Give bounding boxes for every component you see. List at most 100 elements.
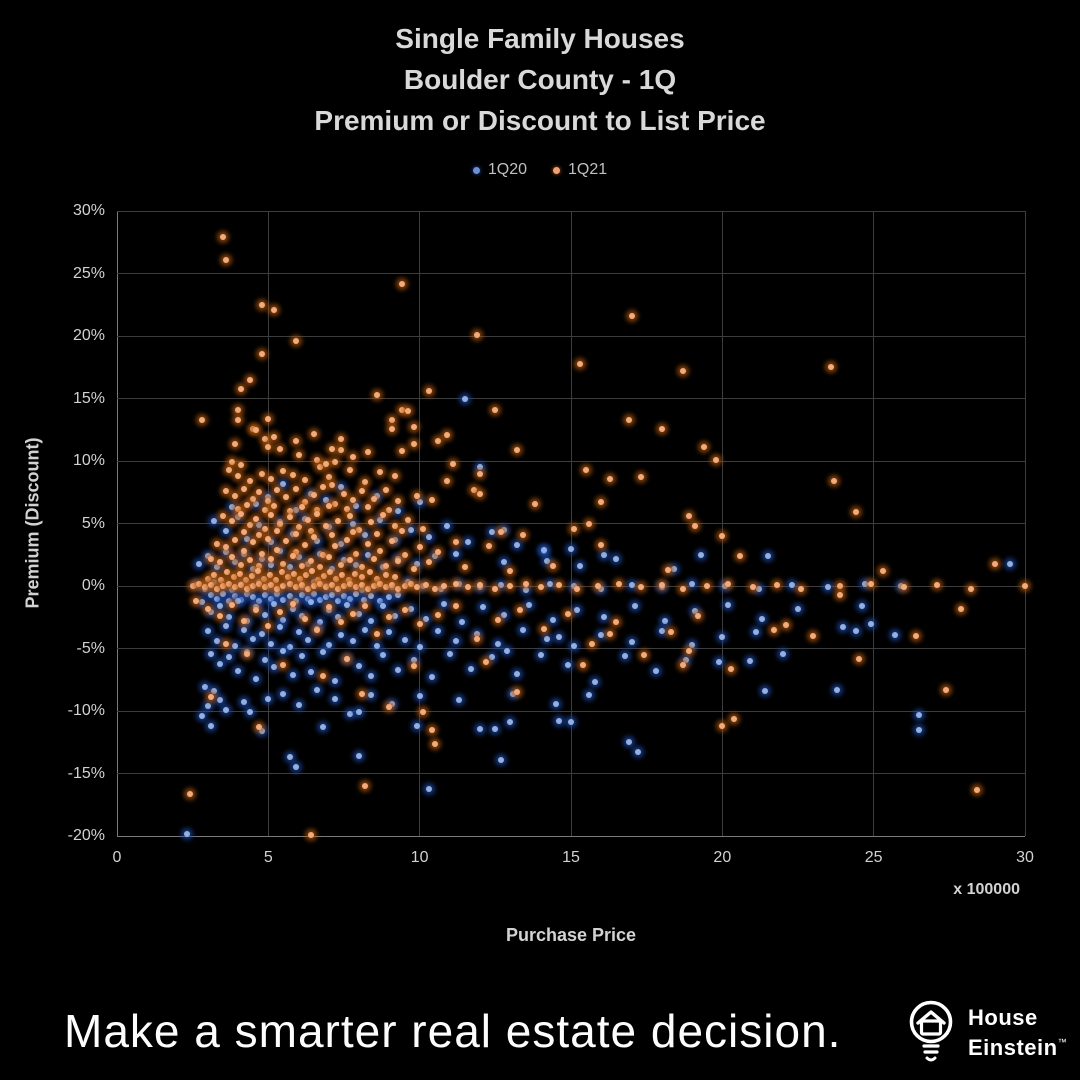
data-point-1Q21	[837, 591, 844, 598]
data-point-1Q21	[419, 525, 426, 532]
data-point-1Q21	[271, 434, 278, 441]
data-point-1Q21	[210, 571, 217, 578]
legend-label: 1Q20	[487, 161, 527, 178]
data-point-1Q21	[498, 529, 505, 536]
data-point-1Q21	[365, 504, 372, 511]
data-point-1Q21	[250, 495, 257, 502]
data-point-1Q21	[186, 790, 193, 797]
chart-title-line3: Premium or Discount to List Price	[314, 105, 766, 136]
data-point-1Q20	[631, 603, 638, 609]
data-point-1Q20	[359, 586, 366, 593]
data-point-1Q20	[262, 591, 269, 598]
data-point-1Q21	[292, 549, 299, 556]
data-point-1Q20	[519, 626, 526, 633]
data-point-1Q20	[204, 703, 211, 709]
data-point-1Q21	[431, 740, 438, 747]
data-point-1Q21	[307, 528, 314, 534]
data-point-1Q20	[495, 640, 502, 647]
data-point-1Q21	[303, 571, 310, 578]
data-point-1Q21	[313, 506, 320, 513]
data-point-1Q21	[241, 548, 248, 554]
data-point-1Q20	[380, 564, 387, 571]
data-point-1Q21	[867, 580, 874, 587]
data-point-1Q21	[589, 640, 596, 647]
data-point-1Q20	[304, 560, 311, 567]
data-point-1Q20	[755, 585, 762, 592]
data-point-1Q21	[495, 616, 502, 623]
data-point-1Q20	[213, 638, 220, 644]
data-point-1Q20	[452, 550, 459, 557]
data-point-1Q21	[313, 626, 320, 633]
data-point-1Q21	[225, 466, 232, 473]
data-point-1Q20	[192, 581, 199, 588]
data-point-1Q21	[462, 564, 469, 571]
data-point-1Q21	[238, 385, 245, 392]
data-point-1Q20	[286, 644, 293, 651]
data-point-1Q21	[198, 416, 205, 423]
data-point-1Q21	[204, 575, 211, 582]
data-point-1Q21	[280, 583, 287, 589]
data-point-1Q20	[386, 594, 393, 601]
data-point-1Q21	[398, 280, 405, 287]
data-point-1Q20	[198, 713, 205, 719]
horizontal-gridline	[117, 273, 1025, 274]
data-point-1Q21	[238, 561, 245, 568]
data-point-1Q20	[235, 514, 242, 521]
data-point-1Q20	[522, 586, 529, 593]
data-point-1Q20	[510, 690, 517, 697]
data-point-1Q21	[416, 544, 423, 551]
data-point-1Q20	[413, 560, 420, 567]
data-point-1Q20	[840, 624, 847, 631]
data-point-1Q21	[540, 625, 547, 632]
data-point-1Q21	[333, 575, 340, 582]
data-point-1Q21	[465, 584, 472, 591]
data-point-1Q20	[298, 653, 305, 659]
data-point-1Q21	[292, 338, 299, 344]
legend-item-1Q21: 1Q21	[553, 161, 607, 179]
data-point-1Q20	[204, 628, 211, 634]
horizontal-gridline	[117, 648, 1025, 649]
data-point-1Q21	[271, 503, 278, 509]
data-point-1Q21	[725, 580, 732, 587]
data-point-1Q21	[477, 581, 484, 588]
data-point-1Q21	[207, 581, 214, 588]
data-point-1Q21	[341, 490, 347, 497]
data-point-1Q20	[428, 674, 435, 681]
data-point-1Q20	[210, 579, 217, 586]
data-point-1Q20	[280, 616, 287, 623]
data-point-1Q20	[513, 670, 520, 677]
data-point-1Q21	[580, 661, 587, 668]
data-point-1Q20	[331, 695, 338, 702]
data-point-1Q20	[229, 504, 235, 511]
data-point-1Q21	[232, 536, 239, 543]
data-point-1Q21	[238, 461, 245, 468]
data-point-1Q20	[304, 595, 311, 602]
data-point-1Q21	[395, 558, 402, 564]
data-point-1Q21	[268, 511, 275, 518]
data-point-1Q20	[232, 643, 239, 649]
data-point-1Q21	[410, 663, 417, 669]
data-point-1Q20	[334, 598, 341, 604]
data-point-1Q21	[253, 606, 260, 613]
data-point-1Q21	[259, 550, 266, 557]
data-point-1Q20	[253, 675, 260, 682]
data-point-1Q21	[422, 581, 429, 588]
data-point-1Q20	[401, 636, 408, 643]
data-point-1Q20	[362, 626, 369, 633]
data-point-1Q20	[232, 593, 239, 599]
data-point-1Q20	[316, 619, 323, 626]
data-point-1Q20	[380, 603, 387, 609]
data-point-1Q20	[628, 581, 635, 588]
data-point-1Q20	[244, 618, 251, 624]
data-point-1Q20	[489, 654, 496, 661]
data-point-1Q21	[967, 585, 974, 592]
data-point-1Q20	[210, 518, 217, 524]
data-point-1Q21	[347, 556, 354, 563]
data-point-1Q21	[337, 435, 344, 442]
data-point-1Q20	[256, 521, 263, 528]
data-point-1Q20	[183, 830, 190, 837]
data-point-1Q20	[198, 599, 205, 606]
data-point-1Q21	[366, 569, 373, 576]
lightbulb-house-logo-icon	[909, 1000, 953, 1062]
